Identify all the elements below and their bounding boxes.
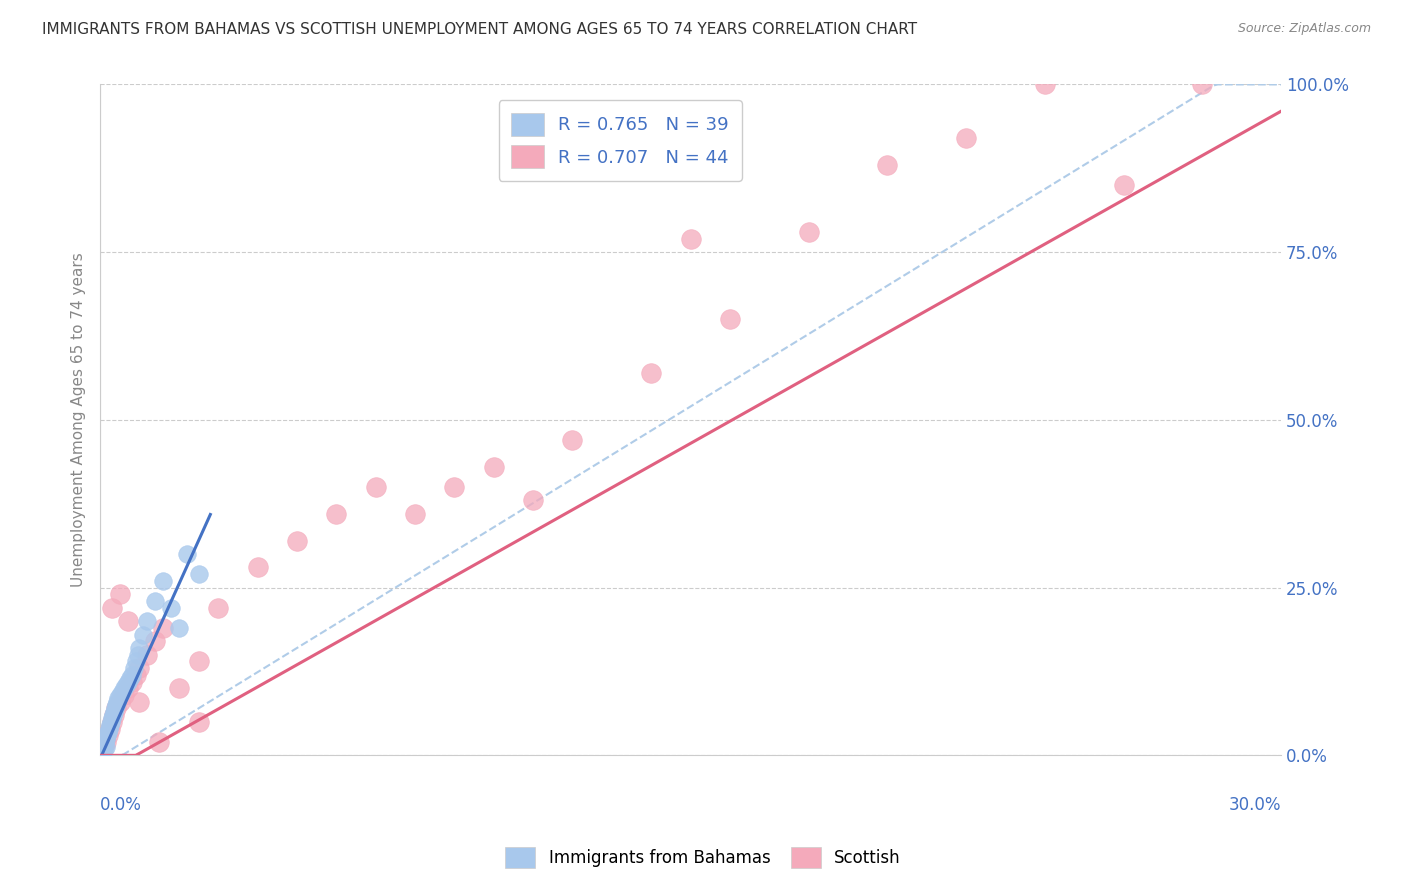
Text: Source: ZipAtlas.com: Source: ZipAtlas.com <box>1237 22 1371 36</box>
Point <box>112 681 135 696</box>
Point <box>187 567 209 582</box>
Point <box>91 741 114 756</box>
Legend: R = 0.765   N = 39, R = 0.707   N = 44: R = 0.765 N = 39, R = 0.707 N = 44 <box>499 100 742 181</box>
Point <box>104 701 127 715</box>
Point <box>124 668 146 682</box>
Point <box>98 722 121 736</box>
Point <box>94 735 117 749</box>
Point <box>124 655 146 669</box>
Point <box>167 621 190 635</box>
Point <box>482 459 505 474</box>
Point <box>104 701 127 715</box>
Point <box>108 688 131 702</box>
Point <box>128 640 150 655</box>
Text: 30.0%: 30.0% <box>1229 796 1281 814</box>
Point <box>136 614 159 628</box>
Point <box>187 655 209 669</box>
Point <box>152 574 174 588</box>
Text: 0.0%: 0.0% <box>100 796 142 814</box>
Point <box>94 740 117 755</box>
Point <box>148 735 170 749</box>
Point <box>100 714 122 729</box>
Point <box>93 743 115 757</box>
Point <box>108 695 131 709</box>
Point <box>207 600 229 615</box>
Point <box>97 724 120 739</box>
Legend: Immigrants from Bahamas, Scottish: Immigrants from Bahamas, Scottish <box>499 840 907 875</box>
Point <box>1033 78 1056 92</box>
Point <box>561 433 583 447</box>
Point <box>128 695 150 709</box>
Point <box>114 678 136 692</box>
Point <box>96 728 118 742</box>
Point <box>187 714 209 729</box>
Point <box>718 312 741 326</box>
Point <box>91 747 114 761</box>
Point <box>443 480 465 494</box>
Point <box>876 158 898 172</box>
Point <box>91 745 114 759</box>
Text: IMMIGRANTS FROM BAHAMAS VS SCOTTISH UNEMPLOYMENT AMONG AGES 65 TO 74 YEARS CORRE: IMMIGRANTS FROM BAHAMAS VS SCOTTISH UNEM… <box>42 22 917 37</box>
Point <box>122 661 145 675</box>
Point <box>955 131 977 145</box>
Point <box>93 739 115 753</box>
Point <box>167 681 190 696</box>
Point <box>640 366 662 380</box>
Point <box>111 684 134 698</box>
Point <box>128 661 150 675</box>
Point <box>246 560 269 574</box>
Point <box>176 547 198 561</box>
Point <box>118 671 141 685</box>
Y-axis label: Unemployment Among Ages 65 to 74 years: Unemployment Among Ages 65 to 74 years <box>72 252 86 587</box>
Point <box>160 600 183 615</box>
Point <box>522 493 544 508</box>
Point <box>136 648 159 662</box>
Point <box>121 674 143 689</box>
Point <box>152 621 174 635</box>
Point <box>105 695 128 709</box>
Point <box>97 722 120 736</box>
Point <box>103 705 125 719</box>
Point <box>94 731 117 746</box>
Point <box>679 232 702 246</box>
Point <box>117 614 139 628</box>
Point <box>143 594 166 608</box>
Point <box>98 718 121 732</box>
Point <box>103 708 125 723</box>
Point <box>101 711 124 725</box>
Point <box>108 587 131 601</box>
Point <box>97 728 120 742</box>
Point <box>404 507 426 521</box>
Point <box>117 681 139 696</box>
Point <box>132 627 155 641</box>
Point <box>104 698 127 712</box>
Point <box>107 691 129 706</box>
Point <box>143 634 166 648</box>
Point <box>121 668 143 682</box>
Point <box>112 688 135 702</box>
Point <box>94 735 117 749</box>
Point <box>101 600 124 615</box>
Point <box>1191 78 1213 92</box>
Point <box>325 507 347 521</box>
Point <box>1112 178 1135 192</box>
Point <box>127 648 149 662</box>
Point <box>91 741 114 756</box>
Point <box>285 533 308 548</box>
Point <box>797 225 820 239</box>
Point <box>117 674 139 689</box>
Point <box>364 480 387 494</box>
Point <box>93 739 115 753</box>
Point <box>101 714 124 729</box>
Point <box>101 708 124 723</box>
